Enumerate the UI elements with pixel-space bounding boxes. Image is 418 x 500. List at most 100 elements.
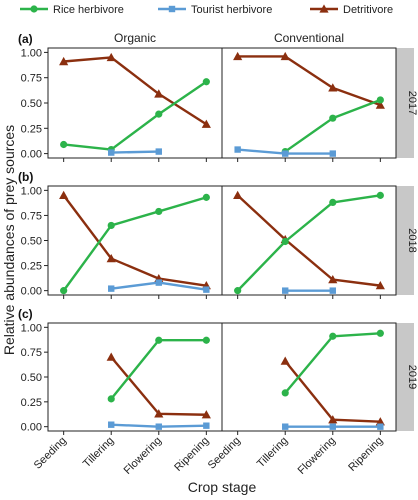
- panel-conventional-2017: Conventional: [221, 31, 397, 162]
- panel-row-2017: (a) 2017 0.00 0.25 0.50 0.75 1.00 Organic Conven…: [18, 31, 418, 162]
- legend-marker-tourist-herbivore: [168, 5, 176, 13]
- data-point-detritivore: [375, 100, 385, 109]
- series-tourist-herbivore: [108, 279, 210, 293]
- data-point-tourist-herbivore: [282, 150, 289, 157]
- panel-frame: [221, 47, 397, 159]
- data-point-rice-herbivore: [329, 114, 337, 122]
- legend-label-tourist-herbivore: Tourist herbivore: [191, 4, 272, 16]
- data-point-tourist-herbivore: [282, 287, 289, 294]
- series-line-detritivore: [237, 55, 381, 107]
- series-line-detritivore: [236, 194, 381, 287]
- x-tick-label-flowering: Flowering: [296, 435, 338, 477]
- data-point-rice-herbivore: [155, 207, 163, 216]
- y-tick-label: 1.00: [21, 47, 42, 59]
- x-axis-title: Crop stage: [188, 479, 257, 495]
- year-strip: [396, 323, 414, 431]
- data-point-detritivore: [59, 190, 69, 200]
- y-tick-label: 0.75: [21, 210, 42, 222]
- column-title-organic: Organic: [114, 31, 156, 45]
- panel-conventional-2018: [221, 185, 397, 299]
- data-point-tourist-herbivore: [155, 279, 162, 286]
- y-tick-label: 1.00: [21, 322, 42, 334]
- x-tick-label-flowering: Flowering: [122, 435, 164, 477]
- x-tick-label-tillering: Tillering: [255, 435, 290, 470]
- y-axis-title: Relative abundances of prey sources: [1, 125, 17, 355]
- series-rice-herbivore: [281, 329, 384, 397]
- panel-row-2019: (c) 2019 0.00 0.25 0.50 0.75 1.00 Seeding Tiller…: [18, 307, 418, 477]
- data-point-detritivore: [59, 56, 69, 66]
- y-tick-label: 0.25: [21, 123, 42, 135]
- y-tick-label: 0.50: [21, 236, 42, 248]
- data-point-rice-herbivore: [60, 140, 68, 149]
- panels: (a) 2017 0.00 0.25 0.50 0.75 1.00 Organic Conven…: [18, 31, 418, 477]
- legend: Rice herbivore Tourist herbivore Detritivo…: [20, 4, 393, 16]
- x-tick-label-tillering: Tillering: [81, 435, 116, 470]
- data-point-tourist-herbivore: [282, 423, 289, 430]
- series-line-rice-herbivore: [110, 339, 207, 400]
- data-point-rice-herbivore: [202, 336, 210, 344]
- data-point-detritivore: [328, 275, 338, 284]
- legend-label-detritivore: Detritivore: [343, 4, 393, 16]
- series-tourist-herbivore: [282, 423, 384, 430]
- data-point-detritivore: [328, 415, 338, 424]
- series-rice-herbivore: [281, 96, 384, 156]
- year-strip: [396, 48, 414, 158]
- y-tick-label: 0.50: [21, 98, 42, 110]
- series-detritivore: [233, 51, 385, 109]
- y-tick-label: 0.50: [21, 372, 42, 384]
- data-point-rice-herbivore: [281, 237, 289, 246]
- y-tick-label: 0.25: [21, 261, 42, 273]
- data-point-rice-herbivore: [202, 193, 210, 201]
- data-point-tourist-herbivore: [155, 148, 162, 155]
- y-tick-label: 0.75: [21, 347, 42, 359]
- data-point-tourist-herbivore: [234, 146, 241, 153]
- series-line-rice-herbivore: [62, 196, 207, 292]
- y-tick-label: 0.75: [21, 73, 42, 85]
- series-rice-herbivore: [60, 78, 210, 154]
- series-rice-herbivore: [60, 193, 210, 295]
- series-detritivore: [106, 352, 211, 419]
- legend-marker-rice-herbivore: [30, 5, 38, 13]
- series-line-detritivore: [284, 360, 381, 423]
- data-point-tourist-herbivore: [155, 423, 162, 430]
- data-point-detritivore: [154, 409, 164, 418]
- series-line-rice-herbivore: [63, 80, 208, 151]
- series-rice-herbivore: [107, 336, 210, 403]
- column-title-conventional: Conventional: [274, 31, 344, 45]
- y-tick-label: 1.00: [21, 185, 42, 197]
- series-line-rice-herbivore: [236, 194, 381, 292]
- data-point-rice-herbivore: [107, 221, 115, 230]
- panel-frame: [47, 185, 223, 296]
- series-detritivore: [233, 190, 385, 290]
- data-point-tourist-herbivore: [329, 150, 336, 157]
- series-tourist-herbivore: [234, 146, 336, 157]
- data-point-rice-herbivore: [107, 395, 115, 403]
- year-strip-label: 2018: [406, 228, 418, 252]
- data-point-tourist-herbivore: [329, 423, 336, 430]
- series-tourist-herbivore: [108, 421, 210, 430]
- panel-frame: [47, 47, 223, 159]
- panel-organic-2018: [47, 185, 223, 299]
- data-point-rice-herbivore: [329, 332, 337, 340]
- series-line-detritivore: [62, 194, 207, 287]
- legend-label-rice-herbivore: Rice herbivore: [53, 4, 124, 16]
- y-tick-label: 0.00: [21, 422, 42, 434]
- series-line-tourist-herbivore: [111, 150, 159, 154]
- y-tick-label: 0.25: [21, 397, 42, 409]
- series-line-rice-herbivore: [284, 98, 381, 153]
- year-strip-label: 2017: [406, 91, 418, 115]
- panel-tag: (a): [18, 32, 33, 46]
- x-tick-label-ripening: Ripening: [346, 435, 385, 474]
- data-point-tourist-herbivore: [203, 286, 210, 293]
- series-line-detritivore: [63, 56, 207, 126]
- data-point-rice-herbivore: [329, 198, 337, 206]
- series-detritivore: [59, 190, 211, 290]
- data-point-detritivore: [154, 89, 164, 98]
- data-point-rice-herbivore: [376, 191, 384, 199]
- panel-frame: [221, 322, 397, 432]
- panel-row-2018: (b) 2018 0.00 0.25 0.50 0.75 1.00: [18, 170, 418, 299]
- panel-tag: (b): [18, 170, 33, 184]
- data-point-rice-herbivore: [234, 287, 242, 295]
- x-tick-label-seeding: Seeding: [32, 435, 69, 472]
- series-line-rice-herbivore: [284, 332, 381, 394]
